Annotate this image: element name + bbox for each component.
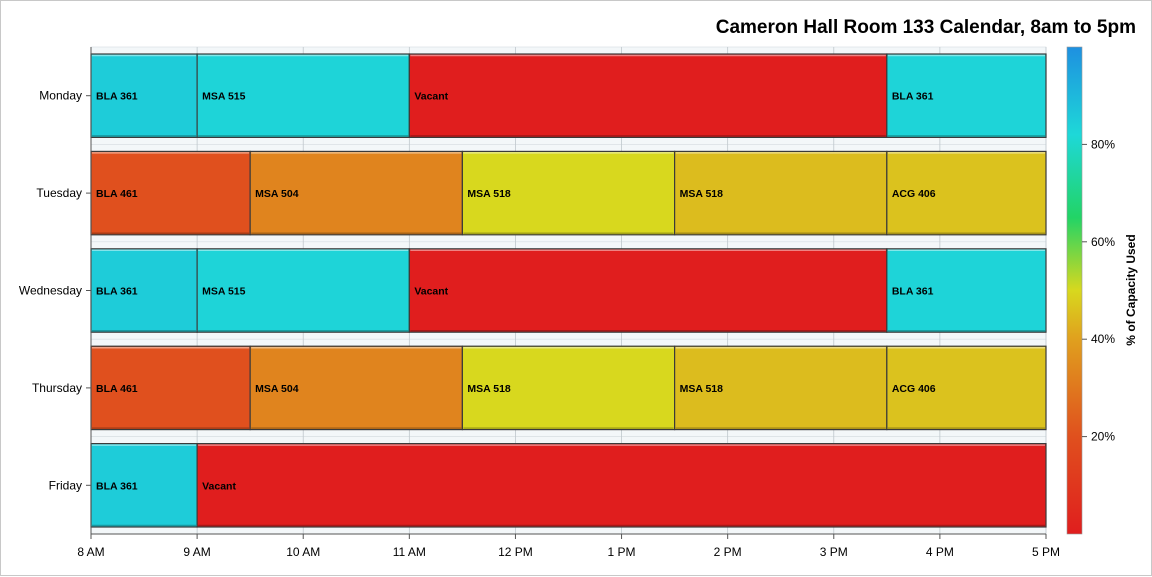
y-tick-label: Friday [49,478,82,492]
booking-bar [886,248,1047,333]
booking-bar [196,53,410,139]
booking-bar [90,53,198,139]
booking-bar [196,248,410,333]
chart-title: Cameron Hall Room 133 Calendar, 8am to 5… [716,17,1136,38]
x-tick-label: 12 PM [498,545,533,559]
booking-label: MSA 518 [680,383,724,395]
y-tick-label: Thursday [32,381,82,395]
booking-label: MSA 504 [255,383,299,395]
x-tick-label: 4 PM [926,545,954,559]
booking-label: BLA 361 [892,91,934,103]
x-tick-label: 2 PM [714,545,742,559]
booking-bar [886,345,1047,431]
booking-label: MSA 518 [467,188,511,200]
booking-label: BLA 461 [96,383,138,395]
plot-area: BLA 361 MSA 515 Vacant BLA 361 BLA 461 MSA 50… [19,46,1060,559]
booking-bar [408,53,888,139]
colorbar-gradient [1066,46,1083,535]
colorbar-label: % of Capacity Used [1124,234,1138,345]
colorbar-tick-label: 40% [1091,332,1115,346]
x-tick-label: 11 AM [393,545,426,559]
booking-label: BLA 361 [96,286,138,298]
colorbar-tick-label: 20% [1091,430,1115,444]
booking-bar [90,443,198,528]
booking-bar [249,150,463,236]
colorbar-tick-label: 80% [1091,137,1115,151]
booking-label: Vacant [202,480,236,492]
booking-bar [886,150,1047,236]
y-tick-label: Tuesday [36,186,82,200]
booking-label: ACG 406 [892,188,936,200]
booking-bar [674,345,888,431]
booking-bar [461,345,676,431]
booking-label: MSA 518 [680,188,724,200]
booking-bar [196,443,1047,528]
booking-label: MSA 515 [202,91,246,103]
x-tick-label: 1 PM [608,545,636,559]
booking-label: MSA 504 [255,188,299,200]
y-tick-label: Monday [39,89,82,103]
x-tick-label: 3 PM [820,545,848,559]
booking-label: BLA 461 [96,188,138,200]
booking-bar [461,150,676,236]
booking-bar [886,53,1047,139]
x-tick-label: 9 AM [183,545,210,559]
booking-label: ACG 406 [892,383,936,395]
colorbar-tick-label: 60% [1091,235,1115,249]
booking-label: MSA 515 [202,286,246,298]
booking-bar [90,345,251,431]
booking-label: BLA 361 [96,91,138,103]
booking-label: BLA 361 [96,480,138,492]
y-tick-label: Wednesday [19,284,82,298]
x-tick-label: 8 AM [77,545,104,559]
colorbar: % of Capacity Used 20% 40% 60% 80% [1066,46,1138,535]
x-tick-label: 5 PM [1032,545,1060,559]
booking-bar [249,345,463,431]
booking-label: BLA 361 [892,286,934,298]
x-tick-label: 10 AM [286,545,320,559]
booking-label: MSA 518 [467,383,511,395]
booking-label: Vacant [414,286,448,298]
booking-bar [408,248,888,333]
booking-label: Vacant [414,91,448,103]
booking-bar [674,150,888,236]
